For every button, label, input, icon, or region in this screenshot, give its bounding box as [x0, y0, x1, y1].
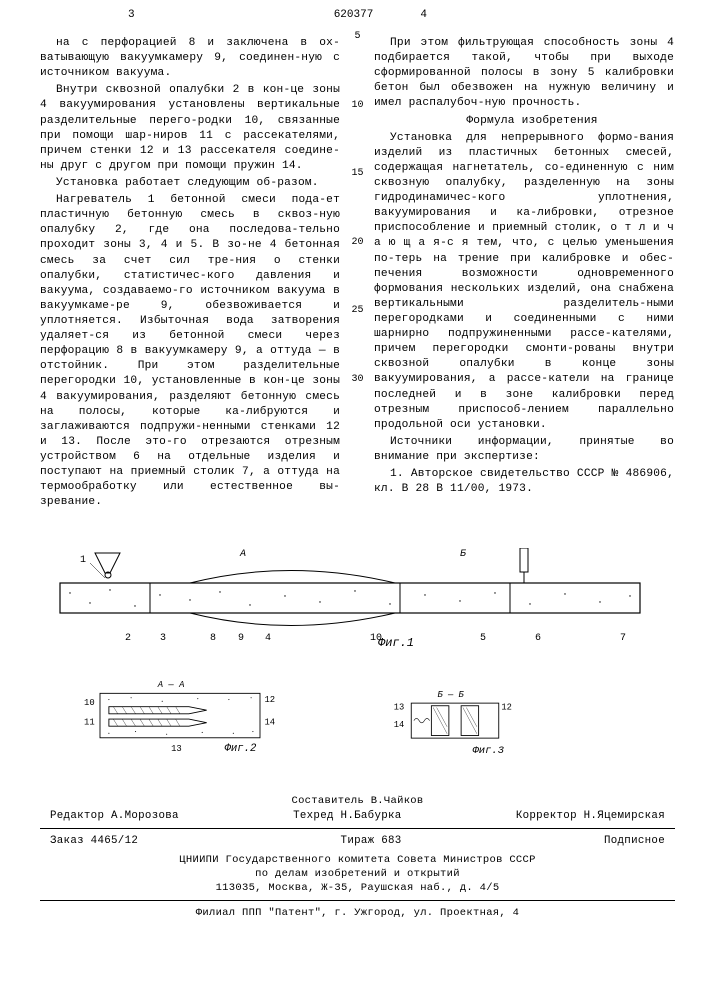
para: Установка для непрерывного формо-вания и… — [374, 131, 674, 433]
tirazh: Тираж 683 — [341, 834, 402, 849]
subscribe: Подписное — [604, 834, 665, 849]
para: на с перфорацией 8 и заключена в ох-ваты… — [40, 36, 340, 81]
column-number-right: 4 — [420, 8, 427, 23]
fig-num: 1 — [80, 555, 86, 566]
fig-num: 11 — [84, 718, 95, 728]
figure-1: 1 2 3 4 5 6 7 8 9 10 А Б Фиг.1 — [40, 548, 660, 648]
editor: Редактор А.Морозова — [50, 809, 179, 824]
section-bb-title: Б — Б — [438, 690, 465, 700]
para: При этом фильтрующая способность зоны 4 … — [374, 36, 674, 112]
techred: Техред Н.Бабурка — [293, 809, 401, 824]
para: Внутри сквозной опалубки 2 в кон-це зоны… — [40, 83, 340, 174]
fig-num: 13 — [394, 703, 405, 713]
doc-number: 620377 — [334, 8, 374, 23]
fig-num: 13 — [171, 745, 182, 755]
branch: Филиал ППП "Патент", г. Ужгород, ул. Про… — [40, 906, 675, 920]
compiler: Составитель В.Чайков — [40, 794, 675, 808]
formula-title: Формула изобретения — [374, 114, 674, 129]
figures-block: 1 2 3 4 5 6 7 8 9 10 А Б Фиг.1 А — А — [40, 530, 675, 790]
fig-num: 2 — [125, 633, 131, 644]
para: 1. Авторское свидетельство СССР № 486906… — [374, 467, 674, 497]
corrector: Корректор Н.Яцемирская — [516, 809, 665, 824]
fig-num: 12 — [501, 703, 512, 713]
org1: ЦНИИПИ Государственного комитета Совета … — [40, 853, 675, 867]
para: Установка работает следующим об-разом. — [40, 176, 340, 191]
fig-num: 4 — [265, 633, 271, 644]
org2: по делам изобретений и открытий — [40, 867, 675, 881]
column-number-left: 3 — [128, 8, 135, 23]
fig-num: 8 — [210, 633, 216, 644]
order: Заказ 4465/12 — [50, 834, 138, 849]
margin-line-numbers: 5 10 15 20 25 30 — [348, 30, 368, 441]
figure-2: А — А 10 1 — [70, 680, 290, 760]
para: Нагреватель 1 бетонной смеси пода-ет пла… — [40, 193, 340, 510]
addr1: 113035, Москва, Ж-35, Раушская наб., д. … — [40, 881, 675, 895]
fig-num: 5 — [480, 633, 486, 644]
left-column: на с перфорацией 8 и заключена в ох-ваты… — [40, 36, 340, 512]
figure-3: Б — Б 12 13 14 Фиг.3 — [380, 690, 530, 760]
fig1-label: Фиг.1 — [378, 636, 414, 648]
fig-num: 12 — [264, 696, 275, 706]
section-bb: Б — [460, 549, 467, 560]
imprint-block: Составитель В.Чайков Редактор А.Морозова… — [40, 794, 675, 920]
fig3-label: Фиг.3 — [473, 745, 505, 757]
fig-num: 6 — [535, 633, 541, 644]
fig-num: 14 — [394, 720, 405, 730]
fig-num: 9 — [238, 633, 244, 644]
fig-num: 14 — [264, 718, 275, 728]
fig-num: 10 — [84, 698, 95, 708]
fig2-label: Фиг.2 — [224, 744, 257, 756]
section-aa: А — [239, 549, 246, 560]
para: Источники информации, принятые во вниман… — [374, 435, 674, 465]
fig-num: 7 — [620, 633, 626, 644]
fig-num: 3 — [160, 633, 166, 644]
right-column: При этом фильтрующая способность зоны 4 … — [374, 36, 674, 512]
section-aa-title: А — А — [157, 681, 185, 691]
